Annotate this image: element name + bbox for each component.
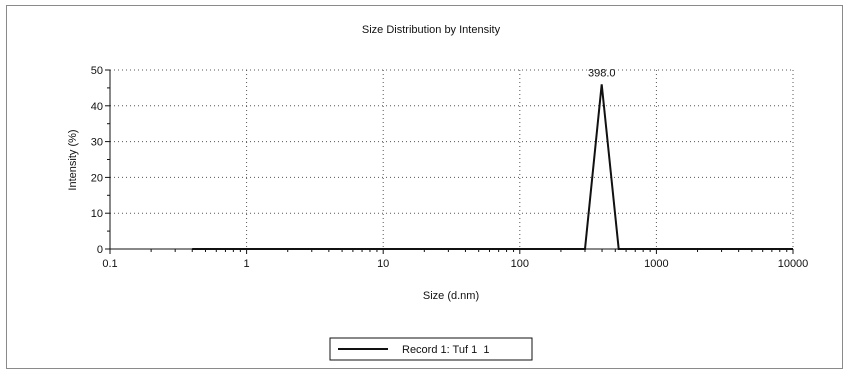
- x-tick-label: 1: [244, 258, 250, 270]
- y-tick-label: 50: [91, 65, 103, 77]
- x-tick-label: 100: [511, 258, 529, 270]
- legend-box: [329, 337, 533, 361]
- series-layer: [192, 84, 793, 250]
- tick-marks: [105, 69, 794, 254]
- grid-lines: [110, 69, 794, 249]
- legend-label: Record 1: Tuf 1 1: [402, 344, 489, 356]
- x-tick-label: 1000: [644, 258, 668, 270]
- axes: [109, 70, 793, 250]
- chart-frame: [6, 5, 843, 369]
- y-axis-label: Intensity (%): [67, 129, 79, 190]
- legend: Record 1: Tuf 1 1: [329, 337, 533, 361]
- series-line: [192, 84, 793, 250]
- y-tick-label: 30: [91, 137, 103, 149]
- y-tick-label: 10: [91, 208, 103, 220]
- x-tick-label: 10: [377, 258, 389, 270]
- y-tick-label: 20: [91, 172, 103, 184]
- x-tick-label: 10000: [778, 258, 809, 270]
- x-tick-label: 0.1: [102, 258, 117, 270]
- x-axis-label: Size (d.nm): [423, 290, 479, 302]
- chart-title: Size Distribution by Intensity: [362, 24, 501, 36]
- y-tick-labels: 0 10 20 30 40 50: [91, 65, 103, 256]
- x-tick-labels: 0.1 1 10 100 1000 10000: [102, 258, 808, 270]
- peak-label: 398.0: [588, 67, 616, 79]
- y-tick-label: 0: [97, 244, 103, 256]
- y-tick-label: 40: [91, 101, 103, 113]
